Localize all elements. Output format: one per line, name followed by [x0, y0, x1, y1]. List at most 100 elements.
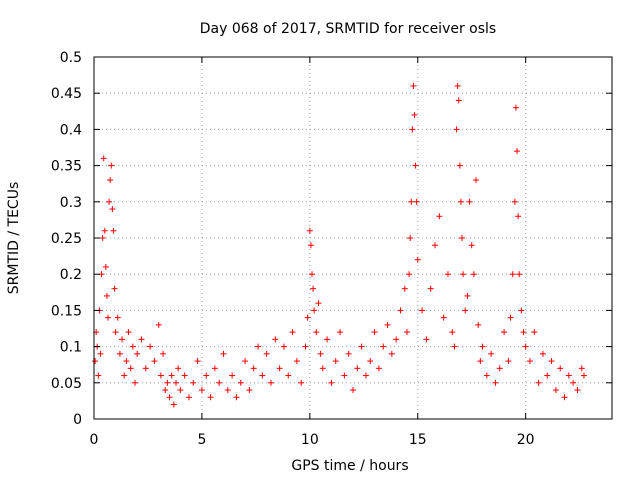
data-point: [155, 321, 162, 328]
data-points: [92, 82, 587, 408]
y-tick-label: 0.35: [51, 159, 82, 175]
data-point: [173, 379, 180, 386]
data-point: [166, 394, 173, 401]
data-point: [127, 365, 134, 372]
data-point: [337, 329, 344, 336]
data-point: [116, 350, 123, 357]
data-point: [539, 350, 546, 357]
data-point: [384, 321, 391, 328]
data-point: [419, 307, 426, 314]
grid-lines: [94, 57, 612, 419]
data-point: [409, 126, 416, 133]
data-point: [123, 358, 130, 365]
data-point: [565, 372, 572, 379]
data-point: [492, 379, 499, 386]
data-point: [151, 358, 158, 365]
data-point: [302, 343, 309, 350]
data-point: [304, 314, 311, 321]
data-point: [518, 307, 525, 314]
data-point: [580, 372, 587, 379]
data-point: [501, 329, 508, 336]
data-point: [358, 343, 365, 350]
data-point: [507, 314, 514, 321]
x-tick-label: 20: [517, 432, 535, 448]
data-point: [479, 343, 486, 350]
y-tick-label: 0.15: [51, 303, 82, 319]
data-point: [371, 329, 378, 336]
data-point: [561, 394, 568, 401]
data-point: [466, 198, 473, 205]
data-point: [134, 350, 141, 357]
data-point: [106, 198, 113, 205]
data-point: [511, 198, 518, 205]
data-point: [198, 387, 205, 394]
data-point: [211, 365, 218, 372]
data-point: [460, 271, 467, 278]
data-point: [514, 148, 521, 155]
data-point: [164, 379, 171, 386]
data-point: [111, 285, 118, 292]
axis-ticks: [93, 56, 612, 420]
data-point: [267, 379, 274, 386]
data-point: [250, 365, 257, 372]
data-point: [220, 350, 227, 357]
data-point: [449, 329, 456, 336]
data-point: [455, 97, 462, 104]
data-point: [125, 329, 132, 336]
data-point: [317, 350, 324, 357]
data-point: [515, 213, 522, 220]
data-point: [315, 300, 322, 307]
data-point: [454, 82, 461, 89]
y-tick-label: 0.25: [51, 231, 82, 247]
data-point: [440, 314, 447, 321]
data-point: [401, 285, 408, 292]
data-point: [412, 162, 419, 169]
data-point: [411, 111, 418, 118]
data-point: [354, 365, 361, 372]
data-point: [229, 372, 236, 379]
data-point: [332, 358, 339, 365]
data-point: [242, 358, 249, 365]
data-point: [432, 242, 439, 249]
data-point: [557, 365, 564, 372]
data-point: [380, 343, 387, 350]
data-point: [436, 213, 443, 220]
data-point: [190, 379, 197, 386]
data-point: [129, 343, 136, 350]
data-point: [99, 235, 106, 241]
data-point: [157, 372, 164, 379]
data-point: [462, 307, 469, 314]
data-point: [313, 329, 320, 336]
data-point: [138, 336, 145, 343]
data-point: [512, 104, 519, 111]
data-point: [457, 198, 464, 205]
data-point: [272, 336, 279, 343]
data-point: [350, 387, 356, 394]
data-point: [375, 365, 382, 372]
data-point: [263, 350, 270, 357]
data-point: [101, 227, 108, 234]
data-point: [341, 372, 348, 379]
data-point: [407, 235, 414, 241]
data-point: [102, 263, 109, 270]
data-point: [307, 242, 314, 249]
data-point: [107, 177, 114, 184]
data-point: [578, 365, 585, 372]
data-point: [453, 126, 460, 133]
data-point: [181, 372, 188, 379]
data-point: [444, 271, 451, 278]
data-point: [311, 307, 318, 314]
data-point: [207, 394, 214, 401]
data-point: [410, 82, 417, 89]
x-axis-label: GPS time / hours: [291, 458, 408, 474]
data-point: [162, 387, 169, 394]
data-point: [289, 329, 296, 336]
data-point: [160, 350, 167, 357]
data-point: [328, 379, 335, 386]
chart-title: Day 068 of 2017, SRMTID for receiver osl…: [200, 21, 496, 37]
data-point: [92, 358, 99, 365]
data-point: [109, 206, 116, 213]
data-point: [319, 365, 326, 372]
data-point: [108, 162, 115, 169]
data-point: [142, 365, 149, 372]
